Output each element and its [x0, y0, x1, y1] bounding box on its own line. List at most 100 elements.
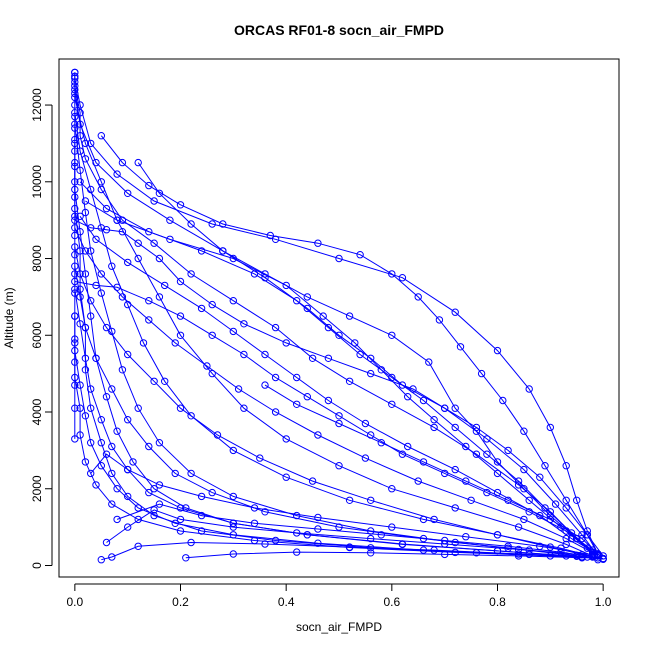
- data-point: [176, 504, 185, 512]
- data-point: [314, 431, 322, 439]
- data-point: [124, 492, 132, 501]
- data-point: [118, 158, 127, 167]
- data-point: [139, 339, 148, 347]
- data-point: [493, 458, 502, 466]
- data-point: [319, 312, 327, 320]
- data-point: [271, 323, 280, 332]
- data-point: [361, 419, 370, 428]
- data-point: [124, 416, 132, 424]
- data-point: [435, 316, 444, 324]
- series-line-3: [74, 97, 593, 557]
- data-point: [124, 465, 132, 474]
- data-point: [71, 270, 79, 278]
- series-line-2: [74, 89, 599, 557]
- data-point: [97, 462, 106, 470]
- data-point: [483, 450, 491, 458]
- data-point: [213, 431, 222, 439]
- data-point: [176, 515, 185, 524]
- data-point: [367, 369, 375, 378]
- data-point: [282, 281, 290, 290]
- series-line-15: [74, 316, 598, 559]
- series-line-20: [106, 509, 583, 556]
- data-point: [271, 536, 280, 545]
- data-point: [525, 508, 533, 516]
- data-point: [414, 293, 422, 301]
- data-point: [562, 504, 570, 512]
- data-point: [324, 323, 333, 332]
- data-point: [208, 220, 216, 228]
- data-point: [536, 542, 544, 550]
- data-point: [594, 552, 602, 560]
- data-point: [250, 519, 259, 527]
- data-point: [145, 297, 153, 305]
- data-point: [113, 485, 121, 493]
- data-point: [293, 548, 301, 556]
- data-point: [166, 235, 174, 244]
- data-point: [335, 462, 343, 470]
- data-point: [71, 124, 79, 132]
- data-point: [303, 531, 311, 539]
- x-tick-label: 1.0: [595, 595, 612, 609]
- data-point: [493, 531, 502, 539]
- data-point: [124, 189, 132, 198]
- data-point: [87, 469, 95, 478]
- data-point: [367, 534, 375, 543]
- data-point: [250, 504, 259, 512]
- data-point: [345, 377, 354, 385]
- data-point: [81, 270, 90, 278]
- data-point: [76, 147, 84, 155]
- x-axis: 0.0 0.2 0.4 0.6 0.8 1.0: [67, 583, 612, 609]
- data-point: [71, 216, 79, 224]
- data-point: [271, 408, 280, 416]
- series-line-21: [90, 453, 593, 556]
- data-point: [314, 525, 322, 533]
- x-tick-label: 0.0: [67, 595, 84, 609]
- data-point: [451, 423, 459, 432]
- data-point: [208, 488, 216, 497]
- data-point: [404, 442, 412, 451]
- data-point: [377, 366, 385, 374]
- x-tick-label: 0.4: [278, 595, 295, 609]
- data-point: [541, 462, 549, 470]
- data-point: [108, 385, 116, 393]
- data-point: [430, 546, 438, 554]
- data-point: [92, 235, 100, 244]
- data-point: [377, 439, 385, 447]
- data-point: [134, 239, 142, 247]
- data-point: [514, 550, 523, 558]
- data-point: [176, 201, 185, 209]
- data-point: [71, 231, 79, 240]
- data-point: [240, 320, 248, 328]
- data-point: [229, 297, 238, 305]
- data-point: [430, 423, 438, 432]
- data-point: [71, 251, 79, 259]
- series-line-7: [74, 162, 604, 560]
- plot-frame: [58, 58, 620, 578]
- data-point: [81, 458, 90, 466]
- data-point: [409, 385, 417, 393]
- data-point: [324, 396, 333, 405]
- data-point: [562, 462, 570, 470]
- y-tick-label: 6000: [30, 322, 44, 349]
- data-point: [525, 496, 533, 504]
- data-point: [118, 228, 127, 236]
- data-point: [219, 247, 227, 255]
- series-line-25: [137, 162, 599, 557]
- data-point: [92, 481, 100, 489]
- data-point: [176, 277, 185, 286]
- data-point: [208, 300, 216, 309]
- data-point: [514, 552, 523, 560]
- data-point: [451, 308, 459, 316]
- data-point: [441, 469, 449, 478]
- data-point: [367, 431, 375, 439]
- data-point: [81, 139, 90, 148]
- data-point: [113, 170, 121, 178]
- data-point: [293, 400, 301, 408]
- y-tick-label: 4000: [30, 398, 44, 425]
- data-point: [134, 515, 142, 524]
- data-point: [150, 197, 158, 205]
- data-point: [71, 89, 79, 98]
- data-point: [108, 553, 116, 561]
- data-point: [97, 224, 106, 232]
- data-point: [351, 339, 359, 347]
